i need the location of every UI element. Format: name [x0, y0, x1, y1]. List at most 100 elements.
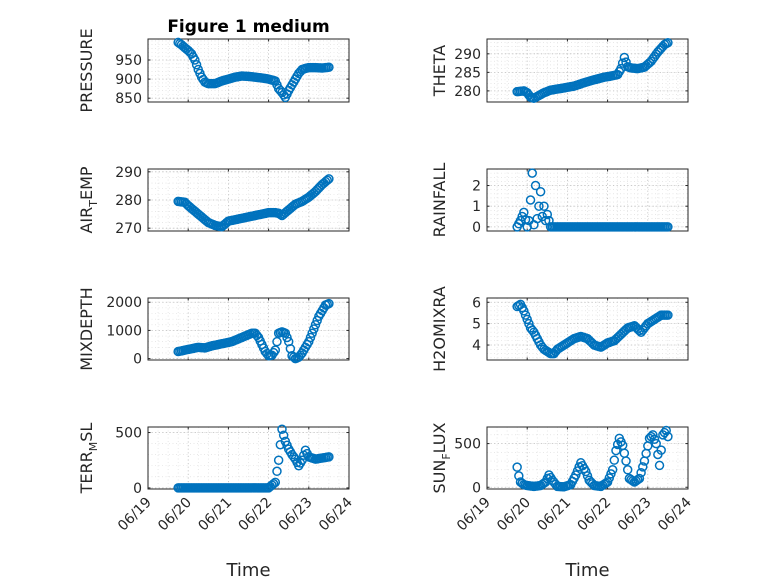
data-series [512, 425, 673, 492]
data-point [191, 60, 202, 70]
x-tick-label: 06/24 [316, 494, 356, 534]
y-tick-label: 0 [133, 352, 142, 368]
data-series [512, 37, 673, 104]
data-point [525, 195, 536, 205]
data-point [663, 37, 673, 48]
data-point [268, 347, 279, 358]
data-point [273, 455, 284, 465]
data-point [634, 325, 645, 336]
data-point [522, 314, 532, 325]
subplot-pressure: 850 900 950 PRESSURE Figure 1 medium [77, 17, 350, 113]
data-point [530, 180, 541, 191]
subplot-grid: 850 900 950 PRESSURE Figure 1 medium 280 285 29… [77, 17, 695, 581]
y-tick-label: 280 [454, 84, 481, 100]
x-tick-label: 06/20 [155, 495, 195, 535]
data-point [634, 473, 645, 484]
data-point [527, 168, 537, 178]
subplot-rainfall: 0 1 2 RAINFALL [430, 163, 689, 237]
y-axis-label: SUNFLUX [430, 422, 453, 493]
data-point [272, 466, 282, 477]
y-tick-label: 270 [115, 221, 142, 237]
data-point [581, 466, 591, 477]
y-tick-label: 2 [472, 179, 481, 195]
data-point [520, 310, 531, 320]
data-point [322, 175, 332, 186]
data-point [324, 298, 334, 309]
data-point [651, 438, 661, 449]
y-tick-label: 950 [115, 53, 142, 69]
data-point [663, 222, 673, 232]
y-tick-label: 6 [472, 295, 481, 311]
x-tick-label: 06/19 [115, 495, 155, 535]
data-series [173, 37, 334, 103]
y-tick-label: 5 [472, 317, 481, 333]
y-tick-label: 900 [115, 72, 142, 88]
data-series [512, 299, 673, 359]
subplot-air-temp: 270 280 290 AIRTEMP [77, 165, 350, 237]
axes-frame [486, 38, 689, 103]
y-axis-label: H2OMIXRA [430, 286, 449, 372]
data-point [270, 477, 281, 488]
x-tick-label: 06/24 [655, 494, 695, 534]
x-tick-label: 06/21 [534, 495, 574, 535]
subplot-theta: 280 285 290 THETA [430, 37, 689, 104]
subplot-mixdepth: 0 1000 2000 MIXDEPTH [77, 287, 350, 371]
y-tick-label: 500 [454, 437, 481, 453]
data-point [607, 465, 618, 475]
data-point [609, 455, 620, 465]
data-point [519, 306, 529, 316]
y-axis-label: AIRTEMP [77, 166, 100, 233]
axes-frame [486, 426, 689, 490]
y-axis-label: TERRMSL [77, 423, 100, 495]
data-point [636, 467, 646, 478]
figure-title: Figure 1 medium [167, 17, 329, 37]
data-point [638, 462, 648, 472]
axes-frame [147, 168, 350, 232]
data-point [611, 445, 621, 456]
x-tick-label: 06/21 [195, 495, 235, 535]
data-point [272, 336, 282, 347]
data-point [532, 213, 542, 224]
y-tick-label: 1 [472, 199, 481, 215]
data-point [522, 222, 532, 232]
data-series [173, 298, 334, 364]
data-point [540, 215, 551, 226]
axes-frame [486, 297, 689, 361]
data-point [648, 430, 658, 440]
x-axis-label: Time [564, 560, 609, 581]
subplot-h2omixra: 4 5 6 H2OMIXRA [430, 286, 689, 372]
data-point [661, 425, 671, 436]
data-point [621, 456, 631, 466]
data-point [539, 201, 549, 211]
data-point [304, 336, 314, 347]
data-point [268, 478, 279, 489]
data-point [307, 328, 317, 338]
axes-frame [147, 38, 350, 103]
data-series [512, 168, 673, 232]
subplot-sun-flux: 06/19 06/20 06/21 06/22 06/23 06/24 0 500SUNFLU… [430, 422, 695, 534]
data-point [622, 465, 633, 475]
data-point [310, 320, 321, 330]
data-point [619, 52, 630, 63]
data-point [190, 55, 200, 65]
x-tick-label: 06/22 [575, 495, 615, 535]
data-point [663, 431, 673, 442]
data-series [173, 424, 334, 493]
x-tick-label: 06/22 [236, 495, 276, 535]
data-point [663, 310, 673, 320]
y-axis-label: MIXDEPTH [77, 287, 96, 370]
y-tick-label: 290 [454, 47, 481, 63]
data-point [324, 452, 334, 462]
y-tick-label: 4 [472, 338, 481, 354]
data-point [324, 62, 334, 73]
y-tick-label: 285 [454, 65, 481, 81]
x-tick-label: 06/23 [615, 495, 655, 535]
data-point [542, 209, 553, 220]
x-tick-label: 06/19 [454, 495, 494, 535]
x-axis-label: Time [225, 560, 270, 581]
data-point [305, 332, 316, 343]
data-point [277, 424, 287, 434]
y-tick-label: 850 [115, 91, 142, 107]
subplot-terr-msl: 06/19 06/20 06/21 06/22 06/23 06/24 0 500 TERRMS… [77, 423, 356, 535]
data-point [280, 328, 291, 338]
